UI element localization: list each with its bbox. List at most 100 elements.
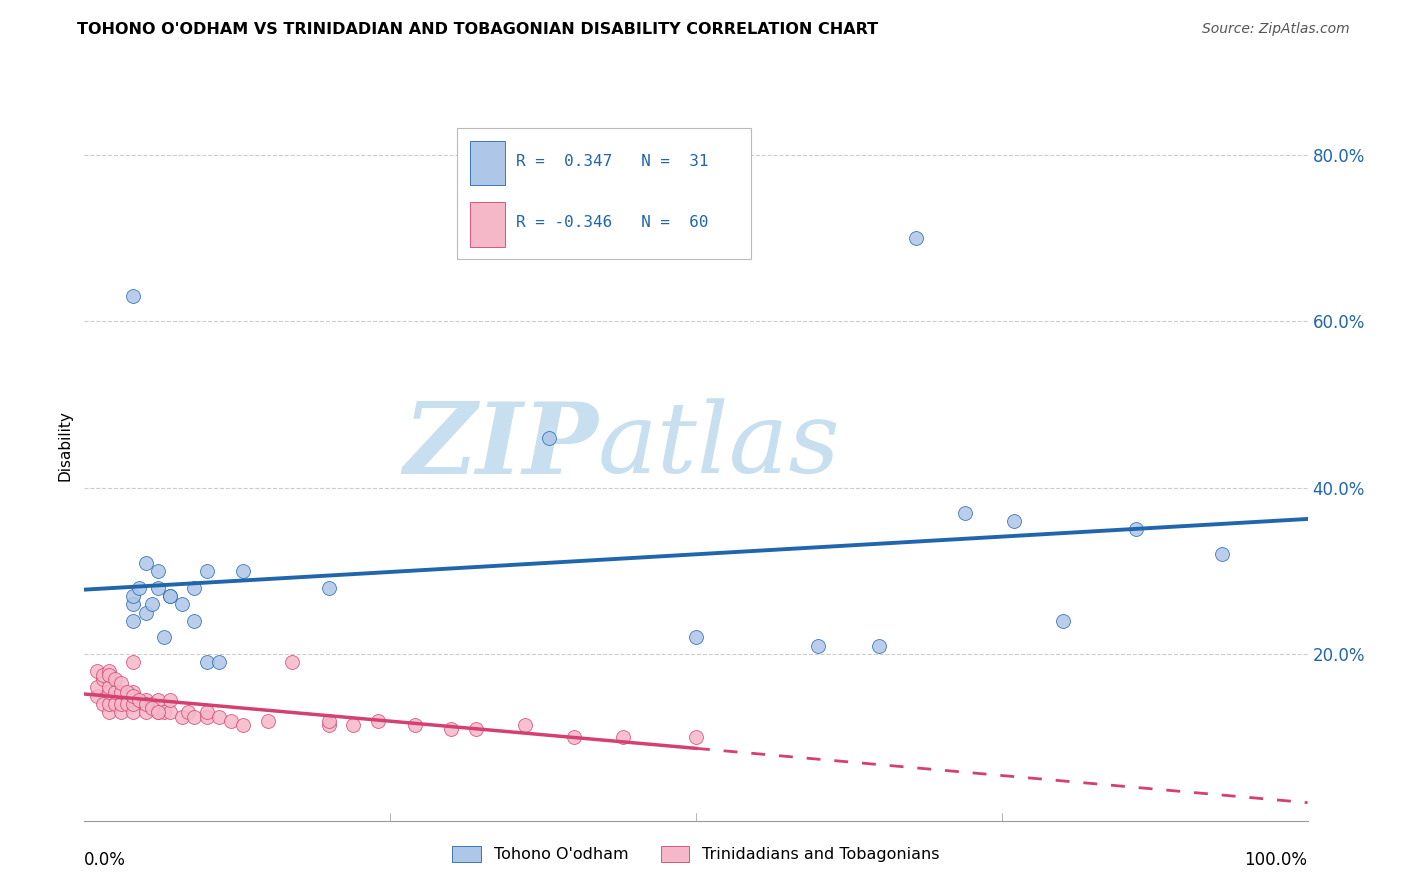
Point: [183, 581, 205, 595]
Point: [195, 564, 218, 578]
Point: [122, 614, 145, 628]
Text: atlas: atlas: [598, 399, 841, 493]
Point: [318, 714, 340, 728]
Point: [257, 714, 280, 728]
Point: [177, 706, 200, 720]
Point: [97, 706, 120, 720]
Point: [685, 631, 707, 645]
Point: [146, 564, 169, 578]
Point: [122, 656, 145, 670]
Point: [232, 718, 254, 732]
Point: [208, 709, 231, 723]
Point: [905, 231, 928, 245]
Point: [208, 656, 231, 670]
Legend: Tohono O'odham, Trinidadians and Tobagonians: Tohono O'odham, Trinidadians and Tobagon…: [446, 839, 946, 869]
Point: [110, 706, 132, 720]
Point: [318, 718, 340, 732]
Point: [172, 597, 194, 611]
Point: [538, 431, 561, 445]
Point: [195, 656, 218, 670]
Text: 0.0%: 0.0%: [84, 851, 127, 869]
Point: [141, 701, 163, 715]
Point: [146, 706, 169, 720]
Point: [135, 706, 157, 720]
Point: [159, 693, 181, 707]
Point: [91, 668, 114, 682]
Point: [97, 697, 120, 711]
Point: [86, 689, 108, 703]
Point: [159, 589, 181, 603]
Point: [135, 556, 157, 570]
Point: [1125, 522, 1147, 536]
Text: Source: ZipAtlas.com: Source: ZipAtlas.com: [1202, 22, 1350, 37]
Point: [115, 697, 138, 711]
Point: [146, 693, 169, 707]
Point: [404, 718, 426, 732]
Point: [513, 718, 536, 732]
Point: [183, 709, 205, 723]
Point: [104, 672, 127, 686]
Point: [685, 731, 707, 745]
FancyBboxPatch shape: [457, 128, 751, 259]
Point: [104, 697, 127, 711]
Point: [97, 681, 120, 695]
Point: [153, 631, 176, 645]
Point: [367, 714, 389, 728]
Point: [183, 614, 205, 628]
Point: [135, 606, 157, 620]
Point: [281, 656, 304, 670]
Point: [141, 597, 163, 611]
Text: ZIP: ZIP: [404, 398, 598, 494]
Point: [128, 693, 150, 707]
Point: [122, 706, 145, 720]
Point: [195, 706, 218, 720]
Point: [86, 681, 108, 695]
Point: [219, 714, 242, 728]
Point: [153, 706, 176, 720]
FancyBboxPatch shape: [470, 202, 505, 247]
Point: [1211, 547, 1233, 561]
Point: [1052, 614, 1074, 628]
Text: R =  0.347   N =  31: R = 0.347 N = 31: [516, 153, 709, 169]
Point: [135, 697, 157, 711]
Point: [122, 689, 145, 703]
Point: [146, 706, 169, 720]
Point: [97, 664, 120, 678]
Point: [122, 289, 145, 303]
Point: [953, 506, 976, 520]
FancyBboxPatch shape: [470, 141, 505, 186]
Point: [122, 697, 145, 711]
Point: [122, 589, 145, 603]
Point: [342, 718, 364, 732]
Point: [122, 684, 145, 698]
Point: [86, 664, 108, 678]
Point: [172, 709, 194, 723]
Point: [1002, 514, 1025, 528]
Point: [115, 684, 138, 698]
Point: [91, 672, 114, 686]
Point: [91, 697, 114, 711]
Point: [318, 581, 340, 595]
Point: [135, 693, 157, 707]
Point: [195, 709, 218, 723]
Point: [869, 639, 891, 653]
Point: [110, 684, 132, 698]
Text: R = -0.346   N =  60: R = -0.346 N = 60: [516, 215, 709, 230]
Point: [104, 684, 127, 698]
Point: [146, 581, 169, 595]
Point: [97, 684, 120, 698]
Point: [110, 697, 132, 711]
Point: [128, 581, 150, 595]
Point: [440, 722, 463, 736]
Point: [141, 697, 163, 711]
Point: [807, 639, 830, 653]
Point: [562, 731, 585, 745]
Point: [122, 597, 145, 611]
Point: [110, 676, 132, 690]
Point: [97, 668, 120, 682]
Y-axis label: Disability: Disability: [58, 410, 73, 482]
Text: TOHONO O'ODHAM VS TRINIDADIAN AND TOBAGONIAN DISABILITY CORRELATION CHART: TOHONO O'ODHAM VS TRINIDADIAN AND TOBAGO…: [77, 22, 879, 37]
Point: [159, 706, 181, 720]
Point: [159, 589, 181, 603]
Point: [232, 564, 254, 578]
